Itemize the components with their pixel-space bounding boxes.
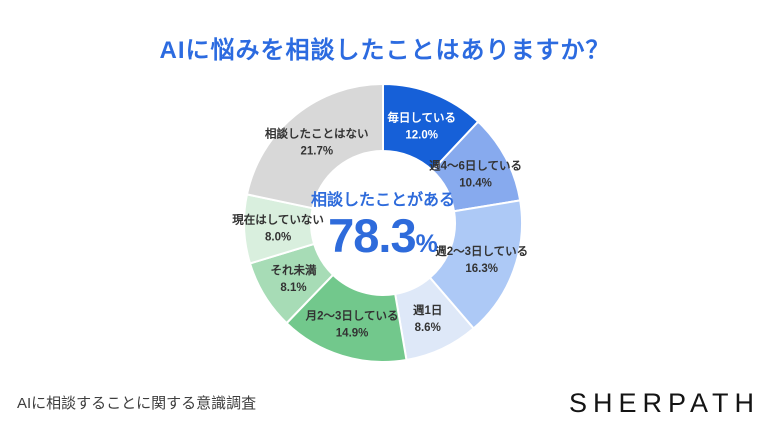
page-title: AIに悩みを相談したことはありますか？: [159, 37, 611, 64]
segment-value-1: 10.4%: [459, 178, 492, 190]
donut-segment-7: [245, 83, 384, 210]
segment-value-2: 16.3%: [465, 263, 498, 275]
segment-label-7: 相談したことはない: [265, 127, 369, 141]
donut-chart: 毎日している 12.0% 週4〜6日している 10.4% 週2〜3日している 16.3% 週…: [232, 73, 533, 373]
donut-chart-svg: 毎日している 12.0% 週4〜6日している 10.4% 週2〜3日している 16.3% 週…: [232, 83, 528, 363]
segment-label-1: 週4〜6日している: [429, 159, 522, 173]
segment-value-7: 21.7%: [300, 146, 333, 158]
segment-label-5: それ未満: [271, 263, 317, 277]
segment-label-6: 現在はしていない: [232, 213, 324, 227]
segment-label-4: 月2〜3日している: [305, 309, 399, 322]
segment-value-6: 8.0%: [265, 232, 291, 244]
sherpath-logo: SHERPATH: [568, 388, 760, 418]
segment-value-5: 8.1%: [280, 282, 306, 294]
segment-value-3: 8.6%: [415, 322, 441, 334]
segment-label-0: 毎日している: [387, 110, 456, 124]
segment-label-3: 週1日: [413, 303, 442, 317]
segment-value-4: 14.9%: [336, 327, 369, 339]
segment-label-2: 週2〜3日している: [435, 244, 528, 258]
segment-value-0: 12.0%: [405, 129, 438, 141]
survey-source-label: AIに相談することに関する意識調査: [17, 395, 257, 412]
